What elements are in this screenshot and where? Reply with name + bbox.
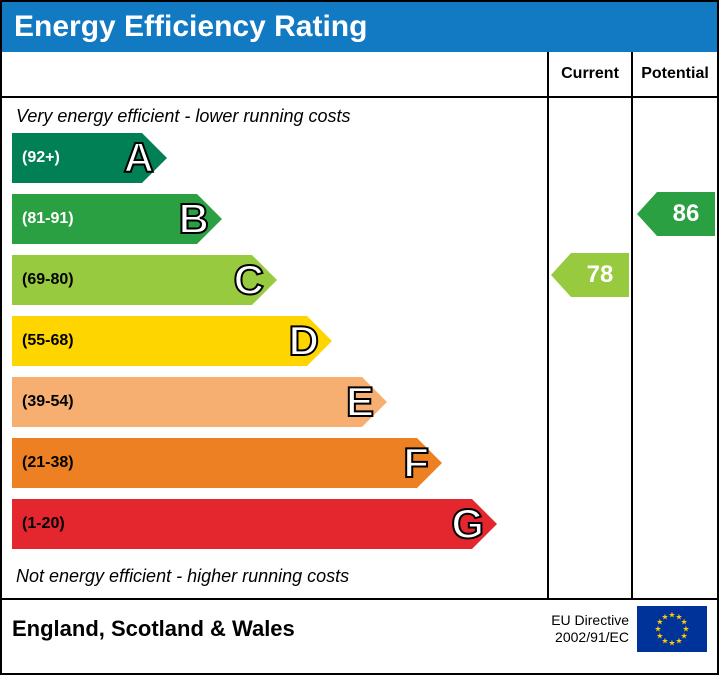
rating-bar-row: (55-68) D: [12, 316, 547, 371]
rating-bar-b: (81-91)B: [12, 194, 197, 244]
rating-bar-d: (55-68)D: [12, 316, 307, 366]
rating-bar-row: (39-54) E: [12, 377, 547, 432]
rating-letter: C: [234, 256, 264, 304]
potential-value-column: 86: [633, 98, 717, 598]
current-value-column: 78: [549, 98, 633, 598]
eu-directive-label: EU Directive 2002/91/EC: [551, 612, 629, 646]
rating-letter: G: [451, 500, 484, 548]
eu-stars: ★★★★★★★★★★★★: [655, 612, 689, 646]
rating-letter: A: [124, 134, 154, 182]
rating-bar-row: (92+) A: [12, 133, 547, 188]
rating-range-label: (92+): [12, 149, 60, 167]
column-header-potential: Potential: [633, 52, 717, 96]
rating-bar-g: (1-20)G: [12, 499, 472, 549]
rating-bar-e: (39-54)E: [12, 377, 362, 427]
rating-range-label: (81-91): [12, 210, 74, 228]
footer-row: England, Scotland & Wales EU Directive 2…: [2, 598, 717, 658]
caption-top: Very energy efficient - lower running co…: [12, 104, 547, 133]
rating-letter: B: [179, 195, 209, 243]
rating-bar-c: (69-80)C: [12, 255, 252, 305]
rating-range-label: (21-38): [12, 454, 74, 472]
chart-content-row: Very energy efficient - lower running co…: [2, 98, 717, 598]
rating-range-label: (55-68): [12, 332, 74, 350]
rating-bar-a: (92+)A: [12, 133, 142, 183]
caption-bottom: Not energy efficient - higher running co…: [12, 560, 547, 589]
rating-bar-f: (21-38)F: [12, 438, 417, 488]
rating-pointer: 78: [571, 253, 629, 297]
rating-range-label: (39-54): [12, 393, 74, 411]
rating-letter: E: [346, 378, 374, 426]
region-label: England, Scotland & Wales: [12, 616, 551, 642]
directive-line1: EU Directive: [551, 612, 629, 628]
column-header-current: Current: [549, 52, 633, 96]
chart-body: Current Potential Very energy efficient …: [2, 52, 717, 658]
rating-letter: D: [289, 317, 319, 365]
column-header-row: Current Potential: [2, 52, 717, 98]
bars-host: (92+) A (81-91) B (69-80) C (55-68) D (39-54) E (2…: [12, 133, 547, 554]
rating-letter: F: [403, 439, 429, 487]
eu-star-icon: ★: [675, 637, 682, 646]
rating-bar-row: (69-80) C: [12, 255, 547, 310]
eu-star-icon: ★: [668, 639, 675, 648]
epc-chart: Energy Efficiency Rating Current Potenti…: [0, 0, 719, 675]
header-spacer: [2, 52, 549, 96]
eu-flag-icon: ★★★★★★★★★★★★: [637, 606, 707, 652]
rating-range-label: (1-20): [12, 515, 65, 533]
rating-range-label: (69-80): [12, 271, 74, 289]
chart-title: Energy Efficiency Rating: [2, 2, 717, 52]
rating-bar-row: (81-91) B: [12, 194, 547, 249]
rating-bars-area: Very energy efficient - lower running co…: [2, 98, 549, 598]
eu-star-icon: ★: [661, 612, 668, 621]
rating-pointer: 86: [657, 192, 715, 236]
rating-bar-row: (21-38) F: [12, 438, 547, 493]
directive-line2: 2002/91/EC: [555, 629, 629, 645]
rating-bar-row: (1-20) G: [12, 499, 547, 554]
